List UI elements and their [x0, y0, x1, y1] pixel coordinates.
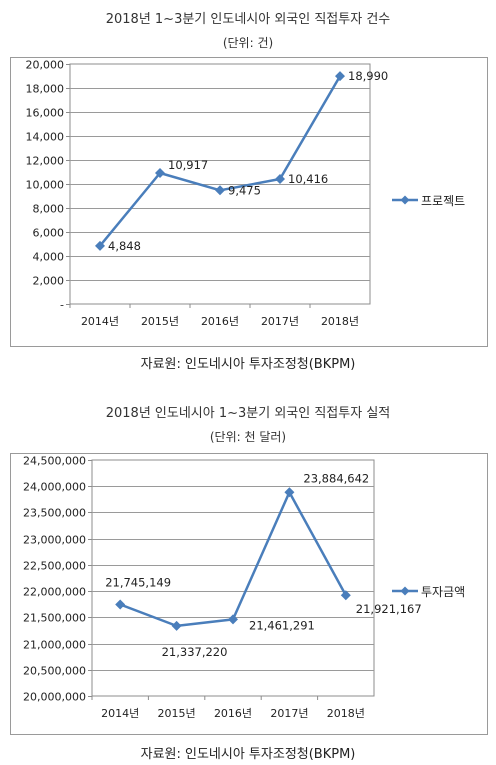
x-tick-label: 2016년: [201, 315, 239, 328]
x-tick-label: 2017년: [261, 315, 299, 328]
y-tick-label: 23,000,000: [23, 534, 86, 547]
y-tick-label: 20,000,000: [23, 691, 86, 704]
y-tick-label: 10,000: [26, 179, 65, 192]
chart2-source: 자료원: 인도네시아 투자조정청(BKPM): [140, 747, 356, 762]
data-point-marker: [340, 590, 351, 601]
chart2-investment-line-chart: 20,000,000 20,500,000 21,000,000 21,500,000…: [10, 453, 488, 735]
y-tick-label: 24,000,000: [23, 481, 86, 494]
x-tick-label: 2016년: [214, 707, 252, 720]
data-label: 4,848: [108, 239, 141, 253]
legend-marker: [400, 195, 410, 205]
data-label: 23,884,642: [303, 471, 369, 485]
y-tick-label: 12,000: [26, 155, 65, 168]
x-tick-label: 2014년: [101, 707, 139, 720]
y-tick-label: 20,500,000: [23, 665, 86, 678]
y-tick-label: 8,000: [33, 203, 65, 216]
data-point-marker: [115, 599, 126, 610]
y-tick-label: 21,000,000: [23, 639, 86, 652]
data-point-marker: [171, 620, 182, 631]
y-tick-label: 14,000: [26, 131, 65, 144]
chart1-projects-line-chart: - 2,000 4,000 6,000 8,000 10,000 12,000 14,000 1…: [10, 57, 488, 347]
x-tick-label: 2014년: [81, 315, 119, 328]
chart1-source: 자료원: 인도네시아 투자조정청(BKPM): [140, 357, 356, 372]
y-tick-label: 16,000: [26, 107, 65, 120]
chart-frame: [10, 453, 488, 735]
x-tick-label: 2018년: [321, 315, 359, 328]
data-point-marker: [155, 167, 165, 178]
y-tick-label: 20,000: [26, 59, 65, 72]
data-label: 10,416: [288, 172, 328, 186]
y-tick-label: 21,500,000: [23, 612, 86, 625]
y-tick-label: 18,000: [26, 83, 65, 96]
data-label: 10,917: [168, 158, 208, 172]
legend-label: 프로젝트: [421, 194, 465, 208]
data-point-marker: [215, 185, 225, 196]
data-label: 18,990: [348, 69, 388, 83]
data-point-marker: [335, 71, 345, 82]
x-tick-label: 2018년: [327, 707, 365, 720]
legend-label: 투자금액: [421, 585, 465, 599]
y-tick-label: 24,500,000: [23, 455, 86, 468]
x-tick-label: 2017년: [270, 707, 308, 720]
chart-frame: [10, 57, 488, 347]
x-tick-label: 2015년: [141, 315, 179, 328]
data-point-marker: [228, 614, 238, 625]
data-label: 21,745,149: [105, 575, 171, 589]
y-tick-label: 22,000,000: [23, 586, 86, 599]
y-tick-label: 2,000: [33, 275, 65, 288]
data-label: 21,337,220: [162, 645, 228, 659]
chart2-unit: (단위: 천 달러): [209, 430, 287, 444]
data-label: 21,461,291: [249, 618, 315, 632]
data-point-marker: [284, 487, 295, 498]
y-tick-label: -: [60, 299, 64, 312]
chart1-title: 2018년 1~3분기 인도네시아 외국인 직접투자 건수: [105, 12, 391, 27]
y-tick-label: 22,500,000: [23, 560, 86, 573]
data-point-marker: [275, 174, 285, 185]
y-tick-label: 4,000: [33, 251, 65, 264]
data-label: 21,921,167: [356, 602, 422, 616]
x-tick-label: 2015년: [158, 707, 196, 720]
data-label: 9,475: [228, 183, 261, 197]
data-point-marker: [95, 240, 105, 251]
legend-marker: [400, 586, 410, 596]
plot-area: [91, 459, 375, 697]
chart2-title: 2018년 인도네시아 1~3분기 외국인 직접투자 실적: [105, 406, 391, 421]
y-tick-label: 23,500,000: [23, 507, 86, 520]
chart1-unit: (단위: 건): [222, 36, 274, 50]
y-tick-label: 6,000: [33, 227, 65, 240]
